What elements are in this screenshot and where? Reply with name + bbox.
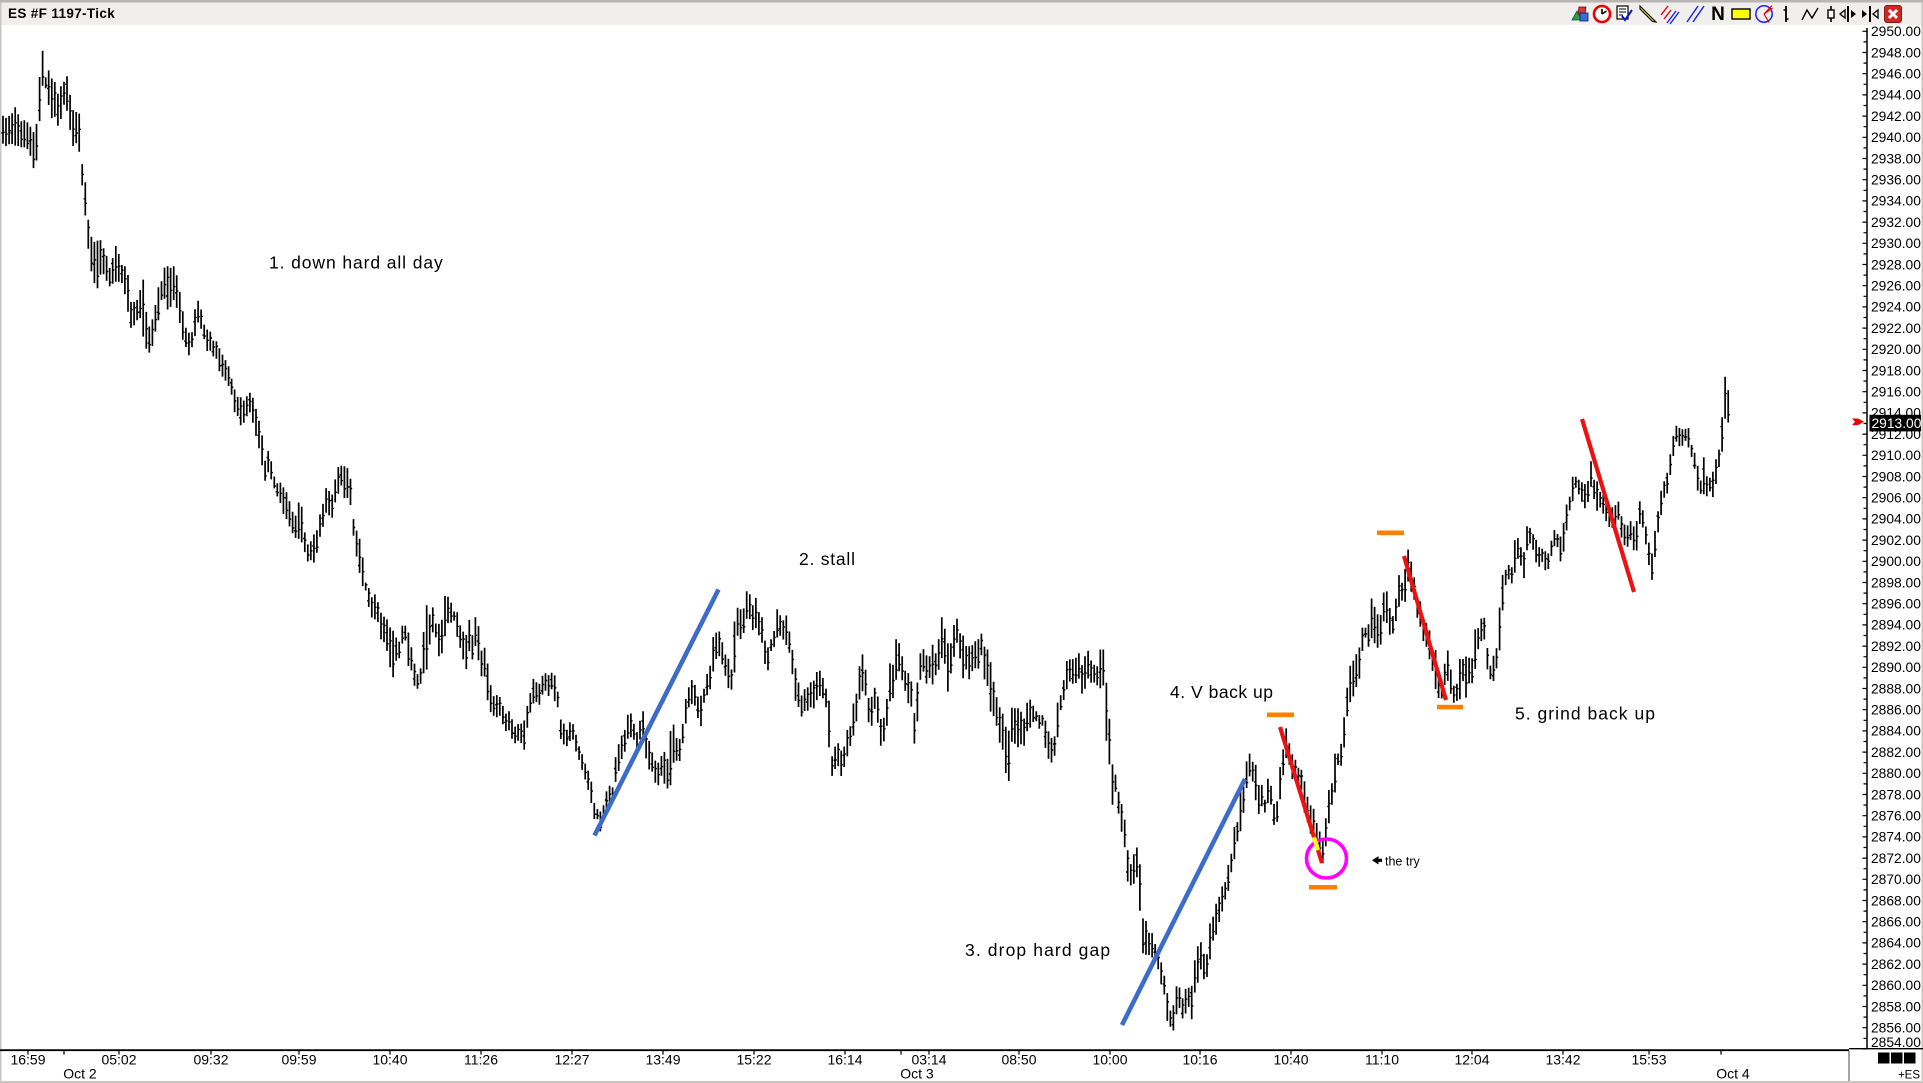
svg-text:2892.00: 2892.00 <box>1871 639 1921 654</box>
svg-text:16:59: 16:59 <box>10 1052 45 1068</box>
svg-text:2874.00: 2874.00 <box>1871 830 1921 845</box>
svg-text:2894.00: 2894.00 <box>1871 618 1921 633</box>
svg-text:2880.00: 2880.00 <box>1871 766 1921 781</box>
svg-text:15:22: 15:22 <box>736 1052 771 1068</box>
svg-text:3. drop hard gap: 3. drop hard gap <box>965 940 1111 960</box>
svg-text:2856.00: 2856.00 <box>1871 1021 1921 1036</box>
svg-text:2876.00: 2876.00 <box>1871 809 1921 824</box>
svg-text:2902.00: 2902.00 <box>1871 533 1921 548</box>
svg-text:2922.00: 2922.00 <box>1871 321 1921 336</box>
svg-text:2910.00: 2910.00 <box>1871 448 1921 463</box>
svg-text:5. grind back up: 5. grind back up <box>1515 704 1656 724</box>
svg-text:2866.00: 2866.00 <box>1871 915 1921 930</box>
svg-text:2944.00: 2944.00 <box>1871 88 1921 103</box>
svg-text:2862.00: 2862.00 <box>1871 957 1921 972</box>
svg-text:10:00: 10:00 <box>1092 1052 1127 1068</box>
svg-text:2864.00: 2864.00 <box>1871 936 1921 951</box>
svg-text:15:53: 15:53 <box>1631 1052 1666 1068</box>
svg-text:09:32: 09:32 <box>193 1052 228 1068</box>
svg-text:2932.00: 2932.00 <box>1871 215 1921 230</box>
svg-text:+ES: +ES <box>1898 1070 1920 1082</box>
svg-text:13:42: 13:42 <box>1545 1052 1580 1068</box>
svg-text:2924.00: 2924.00 <box>1871 300 1921 315</box>
svg-text:11:10: 11:10 <box>1365 1052 1399 1068</box>
svg-text:10:40: 10:40 <box>1273 1052 1308 1068</box>
svg-text:10:16: 10:16 <box>1182 1052 1217 1068</box>
svg-text:10:40: 10:40 <box>372 1052 407 1068</box>
svg-text:2904.00: 2904.00 <box>1871 512 1921 527</box>
svg-text:2920.00: 2920.00 <box>1871 342 1921 357</box>
svg-text:Oct 4: Oct 4 <box>1716 1066 1750 1082</box>
svg-text:2908.00: 2908.00 <box>1871 469 1921 484</box>
svg-text:2898.00: 2898.00 <box>1871 575 1921 590</box>
svg-text:2926.00: 2926.00 <box>1871 279 1921 294</box>
svg-text:05:02: 05:02 <box>101 1052 136 1068</box>
svg-text:2906.00: 2906.00 <box>1871 491 1921 506</box>
svg-text:08:50: 08:50 <box>1001 1052 1036 1068</box>
svg-text:2950.00: 2950.00 <box>1871 24 1921 39</box>
svg-text:2872.00: 2872.00 <box>1871 851 1921 866</box>
svg-text:2896.00: 2896.00 <box>1871 597 1921 612</box>
svg-text:2936.00: 2936.00 <box>1871 173 1921 188</box>
svg-text:2890.00: 2890.00 <box>1871 660 1921 675</box>
svg-text:2886.00: 2886.00 <box>1871 703 1921 718</box>
svg-text:2934.00: 2934.00 <box>1871 194 1921 209</box>
svg-text:11:26: 11:26 <box>464 1052 498 1068</box>
svg-text:2868.00: 2868.00 <box>1871 893 1921 908</box>
svg-text:2854.00: 2854.00 <box>1871 1035 1921 1050</box>
svg-text:12:04: 12:04 <box>1454 1052 1489 1068</box>
svg-text:2884.00: 2884.00 <box>1871 724 1921 739</box>
svg-text:09:59: 09:59 <box>281 1052 316 1068</box>
svg-text:2916.00: 2916.00 <box>1871 385 1921 400</box>
svg-text:2930.00: 2930.00 <box>1871 236 1921 251</box>
svg-text:the try: the try <box>1385 855 1420 869</box>
svg-text:Oct 2: Oct 2 <box>63 1066 97 1082</box>
svg-text:2938.00: 2938.00 <box>1871 151 1921 166</box>
svg-text:ES #F 1197-Tick: ES #F 1197-Tick <box>8 6 115 21</box>
svg-text:2860.00: 2860.00 <box>1871 978 1921 993</box>
svg-text:2942.00: 2942.00 <box>1871 109 1921 124</box>
svg-text:2870.00: 2870.00 <box>1871 872 1921 887</box>
svg-text:16:14: 16:14 <box>827 1052 862 1068</box>
svg-text:4. V back up: 4. V back up <box>1170 682 1274 702</box>
svg-text:03:14: 03:14 <box>911 1052 946 1068</box>
svg-text:Oct 3: Oct 3 <box>900 1066 934 1082</box>
svg-text:N: N <box>1711 4 1725 25</box>
svg-text:2913.00: 2913.00 <box>1872 416 1922 431</box>
svg-text:2918.00: 2918.00 <box>1871 363 1921 378</box>
svg-text:2948.00: 2948.00 <box>1871 45 1921 60</box>
svg-text:2. stall: 2. stall <box>799 549 856 569</box>
svg-text:13:49: 13:49 <box>645 1052 680 1068</box>
svg-text:2928.00: 2928.00 <box>1871 257 1921 272</box>
svg-text:2900.00: 2900.00 <box>1871 554 1921 569</box>
svg-text:1. down hard all day: 1. down hard all day <box>269 253 444 273</box>
svg-text:2882.00: 2882.00 <box>1871 745 1921 760</box>
svg-text:2940.00: 2940.00 <box>1871 130 1921 145</box>
svg-text:12:27: 12:27 <box>554 1052 589 1068</box>
svg-text:2878.00: 2878.00 <box>1871 787 1921 802</box>
svg-text:2946.00: 2946.00 <box>1871 67 1921 82</box>
svg-text:2888.00: 2888.00 <box>1871 681 1921 696</box>
svg-text:2858.00: 2858.00 <box>1871 999 1921 1014</box>
